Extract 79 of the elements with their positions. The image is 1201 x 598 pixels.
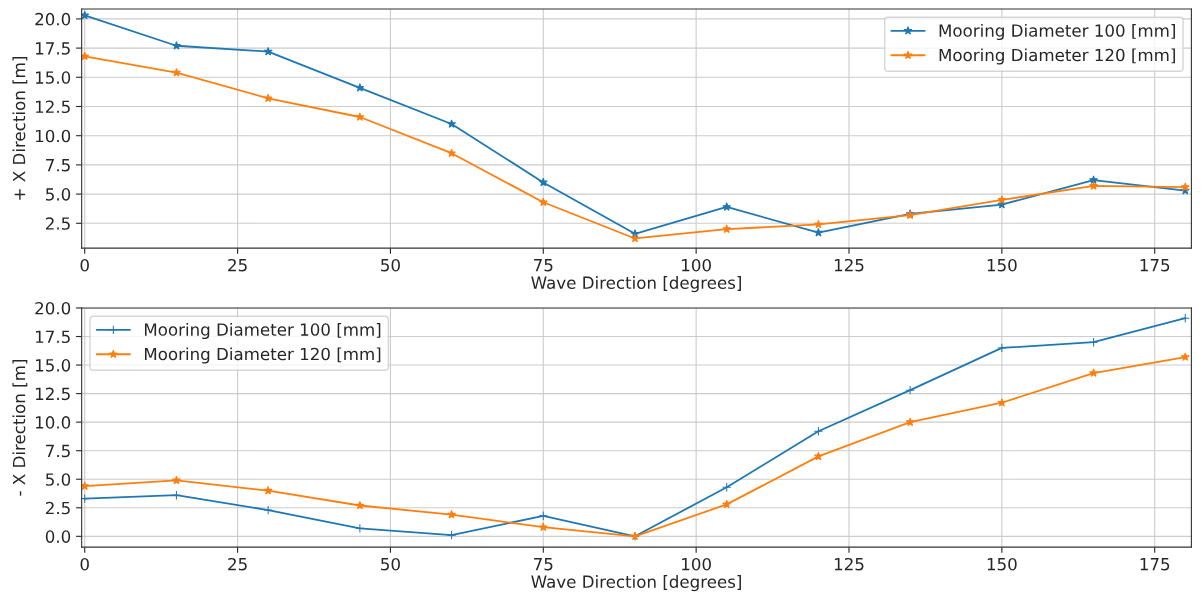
x-axis-title: Wave Direction [degrees] — [531, 575, 741, 592]
y-tick-label: 15.0 — [35, 71, 71, 84]
x-tick-label: 25 — [228, 557, 247, 571]
x-tick-label: 50 — [381, 258, 400, 272]
y-axis-title: + X Direction [m] — [12, 57, 28, 200]
x-tick-label: 0 — [80, 258, 89, 272]
x-tick-label: 50 — [381, 557, 400, 571]
x-tick-label: 100 — [682, 258, 711, 272]
legend-label: Mooring Diameter 100 [mm] — [939, 23, 1175, 41]
point — [81, 10, 90, 20]
y-tick-label: 12.5 — [35, 100, 70, 114]
y-tick-label: 10.0 — [35, 129, 71, 143]
legend-label: Mooring Diameter 120 [mm] — [144, 347, 381, 364]
x-axis-title: Wave Direction [degrees] — [531, 276, 741, 293]
y-tick-label: 15.0 — [35, 359, 71, 372]
point — [171, 490, 182, 500]
point — [81, 493, 90, 504]
point — [171, 41, 181, 50]
y-tick-label: 2.5 — [45, 217, 70, 230]
point — [355, 83, 365, 92]
x-tick-label: 75 — [534, 558, 553, 571]
point — [722, 202, 732, 211]
y-tick-label: 17.5 — [35, 42, 70, 55]
point — [81, 51, 90, 61]
point — [263, 93, 273, 103]
y-tick-label: 0.0 — [45, 530, 71, 543]
point — [997, 195, 1007, 204]
point — [355, 500, 365, 510]
x-tick-label: 25 — [228, 258, 247, 272]
point — [905, 417, 915, 427]
point — [447, 148, 457, 158]
legend-label: Mooring Diameter 120 [mm] — [939, 48, 1175, 65]
point — [263, 46, 273, 56]
legend-label: Mooring Diameter 100 [mm] — [144, 322, 381, 340]
x-tick-label: 125 — [834, 557, 864, 571]
point — [813, 451, 823, 461]
point — [1089, 175, 1099, 184]
point — [1180, 352, 1190, 361]
point — [81, 481, 90, 490]
x-tick-label: 150 — [987, 258, 1017, 272]
x-tick-label: 175 — [1140, 558, 1170, 571]
point — [722, 499, 732, 509]
point — [997, 398, 1007, 407]
x-tick-label: 0 — [80, 557, 89, 571]
y-tick-label: 2.5 — [45, 501, 70, 515]
y-tick-label: 5.0 — [46, 188, 71, 201]
point — [722, 224, 732, 234]
point — [171, 475, 181, 485]
point — [813, 426, 824, 436]
y-tick-label: 5.0 — [46, 473, 71, 486]
y-tick-label: 17.5 — [35, 330, 70, 344]
point — [1089, 368, 1099, 377]
point — [447, 119, 457, 128]
y-tick-label: 10.0 — [35, 416, 71, 429]
x-tick-label: 75 — [534, 259, 553, 272]
point — [538, 177, 548, 187]
point — [355, 112, 365, 121]
y-axis-title: - X Direction [m] — [12, 360, 28, 496]
point — [171, 67, 181, 77]
x-tick-label: 150 — [987, 557, 1017, 571]
y-tick-label: 7.5 — [46, 444, 70, 458]
point — [263, 485, 273, 495]
point — [1089, 181, 1099, 190]
point — [813, 227, 823, 237]
point — [1180, 182, 1190, 191]
point — [447, 509, 457, 519]
point — [538, 522, 548, 532]
point — [1088, 337, 1099, 347]
y-tick-label: 20.0 — [35, 12, 71, 26]
point — [630, 233, 640, 243]
y-tick-label: 12.5 — [35, 387, 70, 401]
point — [446, 530, 457, 540]
x-tick-label: 175 — [1140, 259, 1170, 272]
point — [813, 219, 823, 229]
x-tick-label: 125 — [834, 258, 864, 272]
point — [538, 197, 548, 207]
y-tick-label: 7.5 — [46, 159, 70, 172]
x-tick-label: 100 — [682, 557, 711, 571]
y-tick-label: 20.0 — [35, 301, 71, 315]
